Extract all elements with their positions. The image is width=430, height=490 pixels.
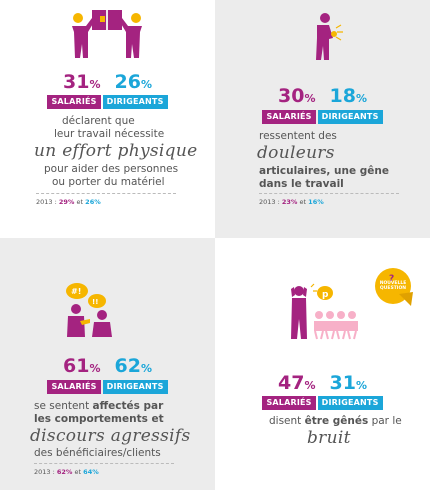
statement-line-3: des bénéficiaires/clients — [34, 447, 161, 459]
divider — [34, 463, 174, 464]
person-back-pain-icon — [316, 13, 343, 60]
panel-douleurs: 30% 18% SALARIÉS DIRIGEANTS ressentent d… — [215, 0, 430, 238]
svg-text:p: p — [322, 290, 329, 300]
panel-effort-physique: 31% 26% SALARIÉS DIRIGEANTS déclarent qu… — [0, 0, 215, 238]
label-dirigeants: DIRIGEANTS — [317, 396, 383, 410]
statement-line-3: dans le travail — [259, 178, 344, 190]
statement-emphasis: bruit — [307, 428, 351, 448]
people-carrying-box-icon — [72, 10, 142, 58]
svg-text:#!: #! — [71, 287, 81, 296]
statement-line-3: pour aider des personnes — [44, 163, 179, 175]
year-2013-comparison: 2013 : 29% et 26% — [36, 198, 101, 206]
statement-line-4: ou porter du matériel — [52, 176, 165, 188]
statement-line-2: les comportements et — [34, 413, 164, 425]
label-salaries: SALARIÉS — [262, 110, 316, 124]
svg-text:?: ? — [389, 274, 394, 284]
label-salaries: SALARIÉS — [262, 396, 316, 410]
divider — [259, 193, 399, 194]
statement-emphasis: douleurs — [257, 143, 335, 163]
year-2013-comparison: 2013 : 23% et 16% — [259, 198, 324, 206]
percent-salaries: 30% — [278, 85, 316, 107]
panel-bruit: p 47% 31% SALARIÉS DIRIGEANTS disent êtr… — [215, 238, 430, 490]
percent-dirigeants: 31% — [329, 372, 367, 394]
statement-line-1: ressentent des — [259, 130, 337, 142]
panel-discours-agressifs: #! !! 61% 62% SALARIÉS DIRIGEANTS se sen… — [0, 238, 215, 490]
percent-dirigeants: 26% — [114, 71, 152, 93]
statement-emphasis: discours agressifs — [30, 426, 191, 446]
percent-salaries: 31% — [63, 71, 101, 93]
percent-salaries: 47% — [278, 372, 316, 394]
statement-emphasis: un effort physique — [34, 141, 198, 161]
statement-line-2: articulaires, une gêne — [259, 165, 390, 177]
person-covering-ears-noise-icon: p — [291, 283, 358, 340]
percent-dirigeants: 18% — [329, 85, 367, 107]
divider — [36, 193, 176, 194]
label-dirigeants: DIRIGEANTS — [102, 95, 168, 109]
label-salaries: SALARIÉS — [47, 380, 101, 394]
percent-salaries: 61% — [63, 355, 101, 377]
new-question-badge-icon: ? — [375, 268, 413, 306]
label-dirigeants: DIRIGEANTS — [317, 110, 383, 124]
people-arguing-icon: #! !! — [66, 283, 112, 337]
percent-dirigeants: 62% — [114, 355, 152, 377]
statement-line-1: disent être gênés par le — [269, 415, 402, 427]
statement-line-2: leur travail nécessite — [54, 128, 165, 140]
year-2013-comparison: 2013 : 62% et 64% — [34, 468, 99, 476]
statement-line-1: déclarent que — [62, 115, 135, 127]
label-salaries: SALARIÉS — [47, 95, 101, 109]
new-question-badge-label: NOUVELLE QUESTION — [379, 281, 407, 291]
svg-text:!!: !! — [92, 298, 98, 306]
label-dirigeants: DIRIGEANTS — [102, 380, 168, 394]
statement-line-1: se sentent affectés par — [34, 400, 164, 412]
